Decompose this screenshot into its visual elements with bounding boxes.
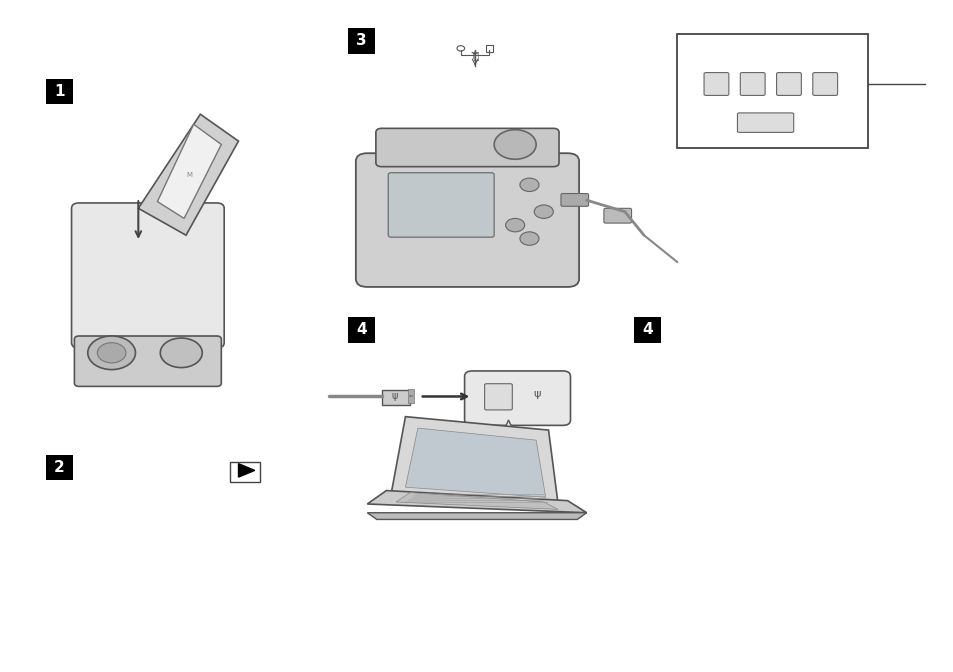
FancyBboxPatch shape	[560, 194, 588, 206]
FancyBboxPatch shape	[737, 113, 793, 132]
Polygon shape	[367, 513, 586, 519]
Text: 4: 4	[355, 323, 367, 337]
FancyBboxPatch shape	[677, 34, 867, 148]
FancyBboxPatch shape	[71, 203, 224, 348]
Text: ψ: ψ	[533, 390, 540, 399]
FancyBboxPatch shape	[388, 173, 494, 237]
FancyBboxPatch shape	[812, 73, 837, 95]
Circle shape	[97, 343, 126, 363]
FancyBboxPatch shape	[381, 390, 410, 405]
Circle shape	[160, 338, 202, 368]
Polygon shape	[238, 464, 254, 477]
FancyBboxPatch shape	[634, 317, 660, 343]
FancyBboxPatch shape	[348, 28, 375, 54]
FancyBboxPatch shape	[484, 384, 512, 410]
FancyBboxPatch shape	[408, 389, 414, 395]
Text: ⌁: ⌁	[470, 47, 477, 60]
FancyBboxPatch shape	[375, 128, 558, 167]
FancyBboxPatch shape	[464, 371, 570, 425]
Text: 2: 2	[53, 460, 65, 475]
Circle shape	[534, 205, 553, 218]
Polygon shape	[367, 491, 586, 513]
FancyBboxPatch shape	[603, 208, 631, 223]
Text: ⊣ᛜ: ⊣ᛜ	[464, 50, 479, 60]
Circle shape	[519, 178, 538, 192]
FancyBboxPatch shape	[703, 73, 728, 95]
Polygon shape	[395, 493, 558, 509]
Circle shape	[519, 232, 538, 245]
FancyBboxPatch shape	[485, 45, 493, 52]
Circle shape	[494, 130, 536, 159]
Polygon shape	[405, 428, 545, 497]
FancyBboxPatch shape	[355, 153, 578, 287]
FancyBboxPatch shape	[408, 396, 414, 403]
FancyBboxPatch shape	[74, 336, 221, 386]
FancyBboxPatch shape	[776, 73, 801, 95]
Text: M: M	[187, 172, 193, 177]
FancyBboxPatch shape	[46, 455, 72, 480]
FancyBboxPatch shape	[230, 462, 260, 482]
Text: 4: 4	[641, 323, 653, 337]
Circle shape	[505, 218, 524, 232]
Polygon shape	[157, 124, 221, 218]
Circle shape	[88, 336, 135, 370]
FancyBboxPatch shape	[348, 317, 375, 343]
FancyBboxPatch shape	[740, 73, 764, 95]
Polygon shape	[391, 417, 558, 504]
Circle shape	[456, 46, 464, 51]
FancyBboxPatch shape	[46, 79, 72, 104]
Text: 3: 3	[355, 34, 367, 48]
Polygon shape	[138, 114, 238, 235]
Text: ψ: ψ	[392, 392, 397, 401]
Text: 1: 1	[53, 84, 65, 99]
Polygon shape	[500, 420, 517, 438]
